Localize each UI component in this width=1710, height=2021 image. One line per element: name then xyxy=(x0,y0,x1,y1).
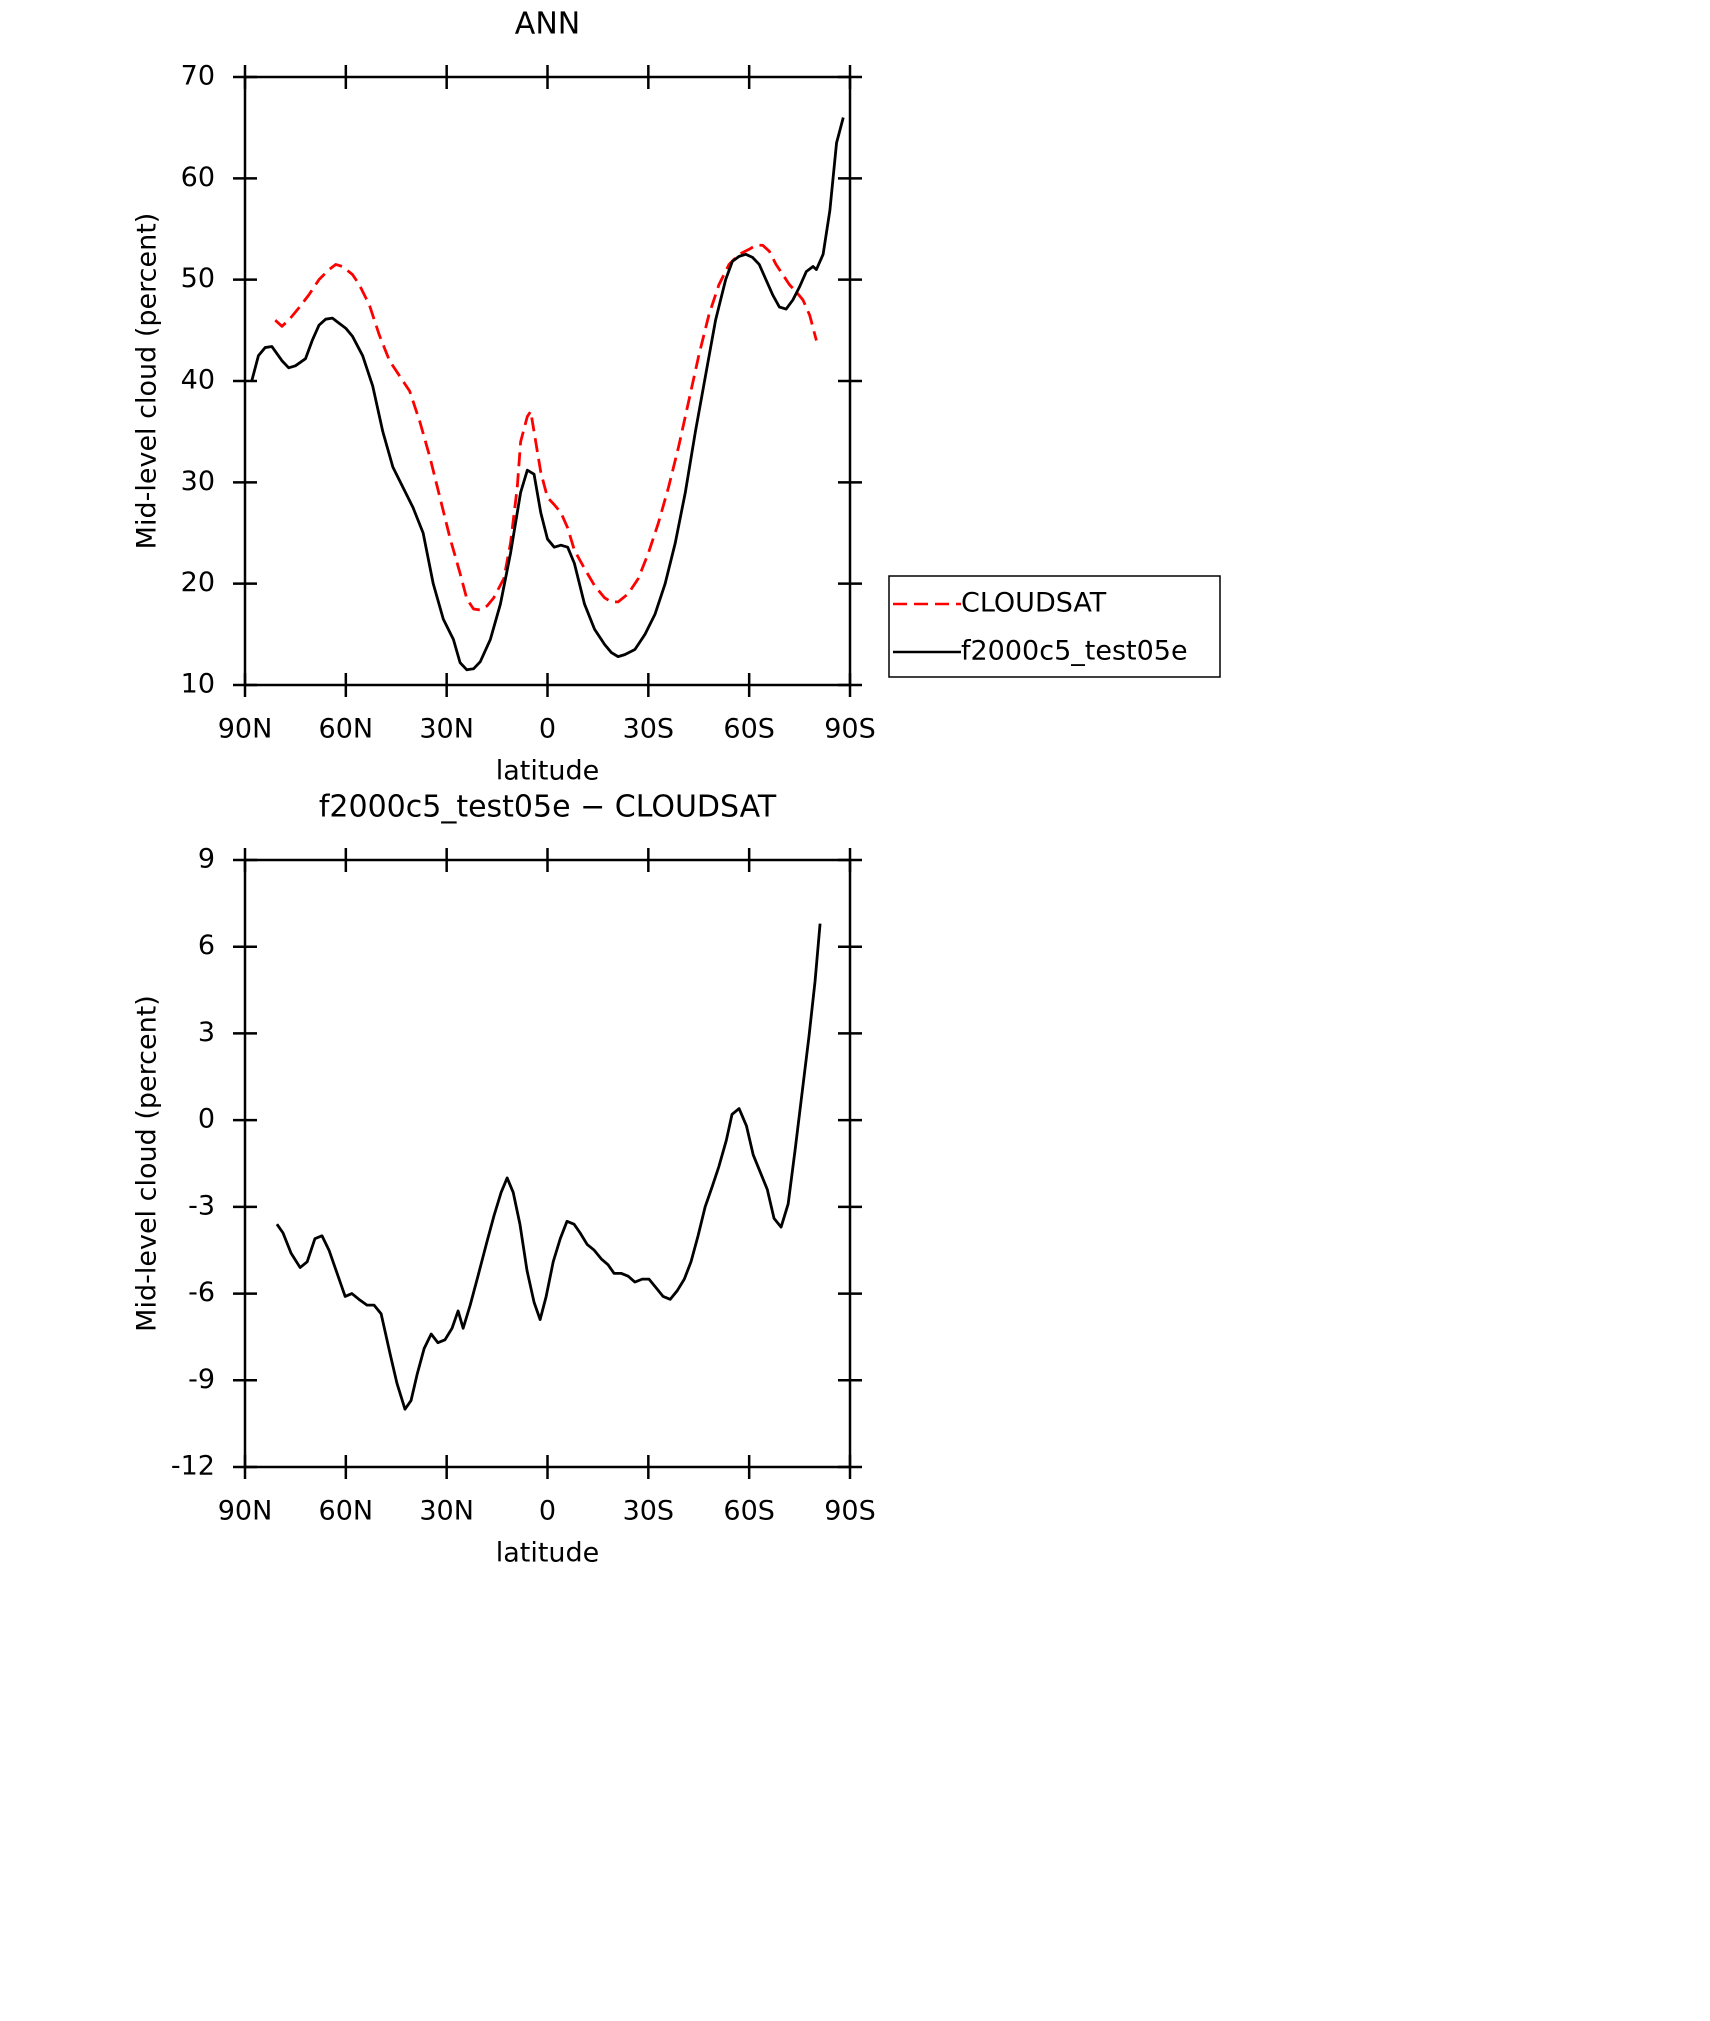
data-line xyxy=(275,923,822,1411)
y-tick-label: 3 xyxy=(198,1017,215,1048)
x-axis-label: latitude xyxy=(496,1538,600,1569)
y-tick-label: 6 xyxy=(198,930,215,961)
y-tick-label: -6 xyxy=(188,1277,215,1308)
x-tick-label: 90N xyxy=(218,714,273,745)
x-tick-label: 90S xyxy=(824,714,876,745)
x-tick-label: 30N xyxy=(419,714,474,745)
x-tick-label: 30S xyxy=(623,714,675,745)
y-tick-label: 0 xyxy=(198,1104,215,1135)
chart-title: f2000c5_test05e − CLOUDSAT xyxy=(319,790,777,825)
x-tick-label: 30N xyxy=(419,1496,474,1527)
x-tick-label: 90N xyxy=(218,1496,273,1527)
x-tick-label: 30S xyxy=(623,1496,675,1527)
y-axis-label: Mid-level cloud (percent) xyxy=(132,213,163,550)
y-tick-label: 40 xyxy=(181,365,215,396)
y-tick-label: 20 xyxy=(181,567,215,598)
x-tick-label: 0 xyxy=(539,1496,556,1527)
y-tick-label: -12 xyxy=(171,1451,215,1482)
y-tick-label: 70 xyxy=(181,61,215,92)
y-tick-label: 30 xyxy=(181,466,215,497)
x-tick-label: 60N xyxy=(319,714,374,745)
legend-box xyxy=(888,575,1221,678)
x-tick-label: 90S xyxy=(824,1496,876,1527)
x-tick-label: 0 xyxy=(539,714,556,745)
plot-frame xyxy=(243,75,852,687)
y-tick-label: -9 xyxy=(188,1364,215,1395)
legend-label: CLOUDSAT xyxy=(961,588,1107,619)
x-axis-label: latitude xyxy=(496,756,600,787)
data-line xyxy=(274,243,818,612)
x-tick-label: 60S xyxy=(723,714,775,745)
x-tick-label: 60S xyxy=(723,1496,775,1527)
legend-label: f2000c5_test05e xyxy=(961,636,1188,667)
x-tick-label: 60N xyxy=(319,1496,374,1527)
y-tick-label: 9 xyxy=(198,844,215,875)
y-axis-label: Mid-level cloud (percent) xyxy=(132,995,163,1332)
y-tick-label: 60 xyxy=(181,162,215,193)
y-tick-label: 10 xyxy=(181,669,215,700)
y-tick-label: -3 xyxy=(188,1190,215,1221)
plot-frame xyxy=(243,858,852,1469)
data-line xyxy=(250,117,845,672)
chart-title: ANN xyxy=(515,7,580,42)
y-tick-label: 50 xyxy=(181,263,215,294)
